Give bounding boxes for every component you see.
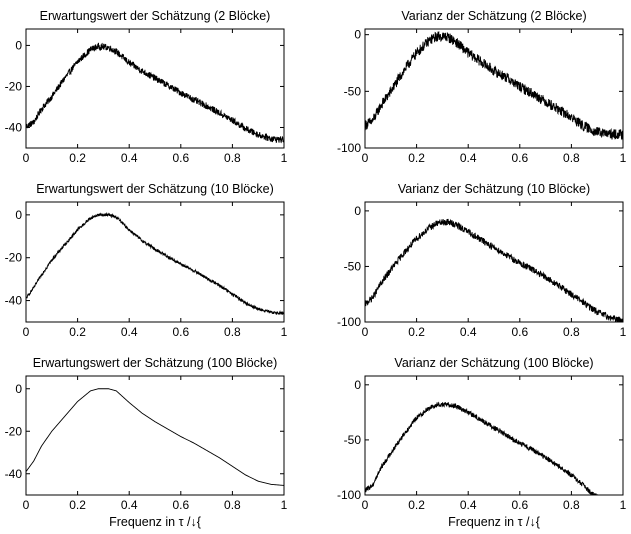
axes-box — [364, 375, 624, 496]
y-tick-label: -40 — [5, 467, 23, 481]
x-tick-label: 1 — [620, 498, 627, 512]
x-tick-label: 1 — [281, 498, 288, 512]
y-tick-label: -100 — [337, 141, 361, 155]
x-tick-label: 0.4 — [121, 498, 138, 512]
x-tick-label: 0.2 — [69, 325, 86, 339]
subplot-6: Varianz der Schätzung (100 Blöcke) 0 0.2 0.… — [337, 356, 627, 529]
series-line — [26, 211, 284, 316]
x-tick-label: 0.2 — [408, 498, 425, 512]
series-line — [365, 30, 623, 141]
chart-title: Varianz der Schätzung (100 Blöcke) — [394, 356, 593, 370]
x-tick-label: 0.2 — [69, 498, 86, 512]
chart-title: Erwartungswert der Schätzung (100 Blöcke… — [33, 356, 278, 370]
x-tick-label: 0 — [23, 325, 30, 339]
axes-box — [25, 375, 285, 496]
y-tick-label: 0 — [354, 204, 361, 218]
x-tick-label: 0.8 — [224, 498, 241, 512]
subplot-5: Erwartungswert der Schätzung (100 Blöcke… — [5, 356, 288, 529]
x-tick-label: 0.8 — [224, 151, 241, 165]
x-axis-label: Frequenz in τ /↓{ — [109, 515, 201, 529]
x-tick-label: 0.6 — [172, 151, 189, 165]
x-tick-label: 0 — [362, 325, 369, 339]
x-tick-label: 0.8 — [224, 325, 241, 339]
y-tick-label: -100 — [337, 488, 361, 502]
x-tick-label: 0.8 — [563, 498, 580, 512]
y-tick-label: 0 — [354, 28, 361, 42]
axes-box — [25, 201, 285, 323]
x-tick-label: 0.4 — [121, 325, 138, 339]
x-axis-label: Frequenz in τ /↓{ — [448, 515, 540, 529]
y-tick-label: 0 — [15, 208, 22, 222]
y-tick-label: -20 — [5, 424, 23, 438]
x-tick-label: 1 — [620, 151, 627, 165]
chart-title: Varianz der Schätzung (2 Blöcke) — [401, 9, 586, 23]
subplot-2: Varianz der Schätzung (2 Blöcke) 0 0.2 0.4 0… — [337, 9, 627, 165]
axes-box — [364, 201, 624, 323]
x-tick-label: 1 — [281, 325, 288, 339]
y-tick-label: -40 — [5, 294, 23, 308]
y-tick-label: 0 — [15, 38, 22, 52]
x-tick-label: 0.8 — [563, 325, 580, 339]
axes-box — [364, 28, 624, 149]
axes-box — [25, 28, 285, 149]
y-tick-label: -50 — [344, 433, 362, 447]
x-tick-label: 0 — [362, 151, 369, 165]
x-tick-label: 0.2 — [69, 151, 86, 165]
series-line — [365, 218, 623, 322]
series-line — [365, 401, 598, 495]
x-tick-label: 0.2 — [408, 325, 425, 339]
x-tick-label: 0.4 — [121, 151, 138, 165]
y-tick-label: -20 — [5, 251, 23, 265]
series-line — [26, 388, 284, 486]
series-line — [26, 42, 284, 144]
x-tick-label: 1 — [620, 325, 627, 339]
y-tick-label: 0 — [15, 382, 22, 396]
subplot-1: Erwartungswert der Schätzung (2 Blöcke) 0… — [5, 9, 288, 165]
x-tick-label: 1 — [281, 151, 288, 165]
y-tick-label: -50 — [344, 259, 362, 273]
subplot-4: Varianz der Schätzung (10 Blöcke) 0 0.2 0.4… — [337, 182, 627, 339]
y-tick-label: -20 — [5, 79, 23, 93]
chart-title: Erwartungswert der Schätzung (10 Blöcke) — [36, 182, 274, 196]
y-tick-label: 0 — [354, 378, 361, 392]
x-tick-label: 0 — [23, 498, 30, 512]
x-tick-label: 0.6 — [172, 325, 189, 339]
x-tick-label: 0.6 — [511, 498, 528, 512]
x-tick-label: 0.6 — [511, 151, 528, 165]
subplot-3: Erwartungswert der Schätzung (10 Blöcke)… — [5, 182, 288, 339]
x-tick-label: 0.2 — [408, 151, 425, 165]
x-tick-label: 0.6 — [172, 498, 189, 512]
chart-title: Varianz der Schätzung (10 Blöcke) — [398, 182, 590, 196]
x-tick-label: 0 — [23, 151, 30, 165]
x-tick-label: 0.4 — [460, 498, 477, 512]
y-tick-label: -40 — [5, 120, 23, 134]
y-tick-label: -50 — [344, 84, 362, 98]
x-tick-label: 0.4 — [460, 151, 477, 165]
x-tick-label: 0.6 — [511, 325, 528, 339]
x-tick-label: 0.4 — [460, 325, 477, 339]
y-tick-label: -100 — [337, 315, 361, 329]
chart-title: Erwartungswert der Schätzung (2 Blöcke) — [40, 9, 271, 23]
x-tick-label: 0.8 — [563, 151, 580, 165]
x-tick-label: 0 — [362, 498, 369, 512]
